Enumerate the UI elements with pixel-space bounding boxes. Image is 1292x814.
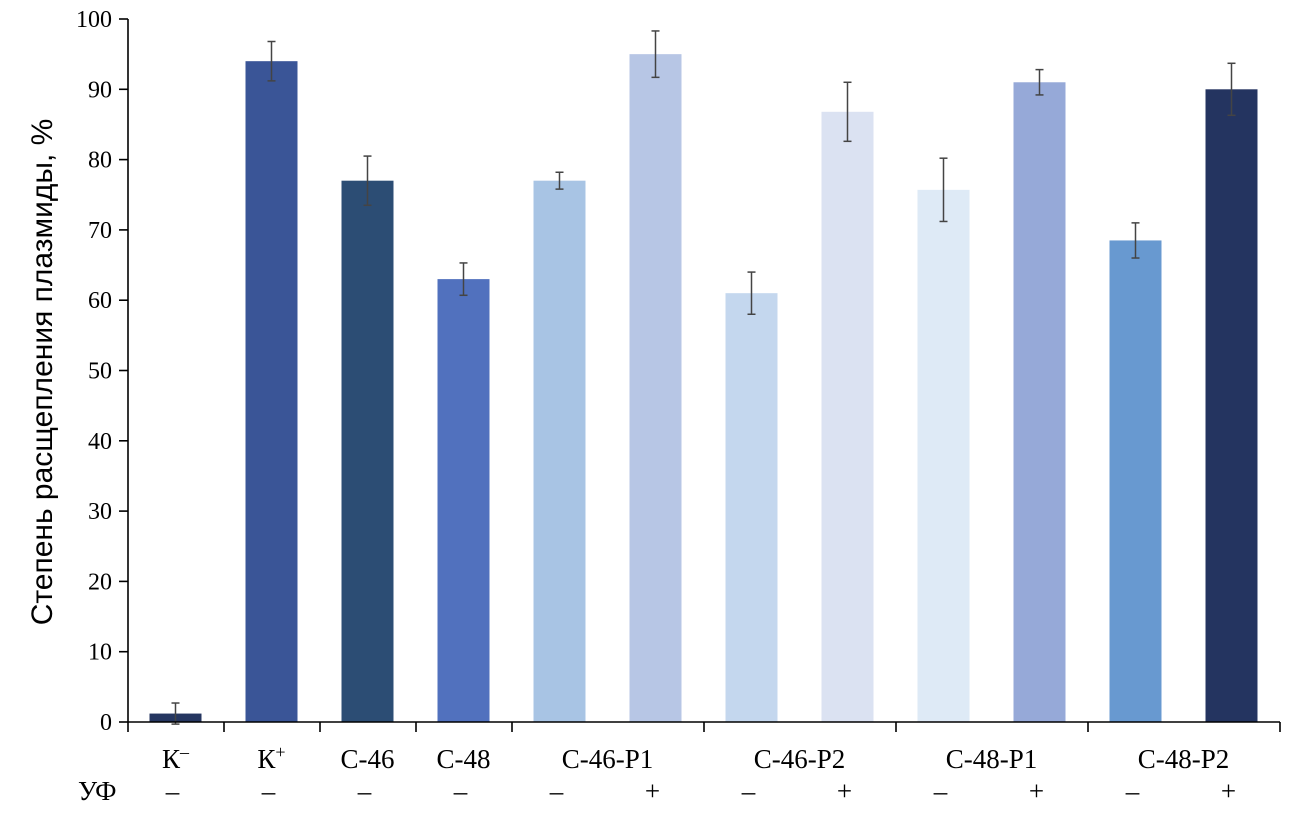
x-category-label: С-46	[341, 744, 395, 774]
uv-row: УФ – – – – – + – + – + – +	[78, 776, 1236, 806]
y-tick-label: 30	[88, 499, 112, 525]
y-tick-label: 100	[76, 7, 112, 33]
x-category-label: С-48	[437, 744, 491, 774]
error-bar	[1227, 62, 1236, 117]
y-tick-label: 10	[88, 640, 112, 666]
bars	[149, 54, 1258, 723]
uv-mark: –	[549, 776, 564, 806]
y-tick-label: 90	[88, 77, 112, 103]
bar	[1109, 240, 1162, 722]
error-bar	[267, 40, 276, 82]
x-category-label: К–	[162, 742, 190, 774]
uv-mark: –	[453, 776, 468, 806]
bar	[629, 54, 682, 722]
uv-mark: –	[741, 776, 756, 806]
error-bar	[1035, 68, 1044, 96]
bar	[245, 61, 298, 723]
y-tick-label: 20	[88, 569, 112, 595]
y-tick-label: 40	[88, 429, 112, 455]
error-bar	[651, 30, 660, 79]
bar	[533, 180, 586, 722]
error-bar	[555, 171, 564, 190]
error-bar	[939, 157, 948, 223]
y-tick-label: 80	[88, 148, 112, 174]
bar	[437, 279, 490, 722]
uv-mark: –	[165, 776, 180, 806]
x-category-label: К+	[257, 742, 285, 774]
bar	[725, 293, 778, 722]
uv-mark: –	[933, 776, 948, 806]
y-tick-label: 70	[88, 218, 112, 244]
bar	[1013, 82, 1066, 722]
y-tick-label: 60	[88, 288, 112, 314]
bar	[341, 180, 394, 722]
bar	[1205, 89, 1258, 723]
error-bar	[747, 271, 756, 316]
y-tick-label: 0	[100, 710, 112, 736]
uv-mark: –	[357, 776, 372, 806]
uv-row-label: УФ	[78, 776, 116, 806]
uv-mark: +	[837, 776, 852, 806]
error-bar	[843, 81, 852, 143]
error-bars	[171, 30, 1236, 725]
bar	[821, 111, 874, 722]
error-bar	[363, 155, 372, 207]
error-bar	[459, 262, 468, 297]
uv-mark: +	[1221, 776, 1236, 806]
x-category-label: С-46-Р1	[562, 744, 654, 774]
uv-mark: –	[261, 776, 276, 806]
uv-mark: +	[1029, 776, 1044, 806]
error-bar	[171, 702, 180, 725]
x-category-label: С-48-Р2	[1138, 744, 1230, 774]
bar	[917, 189, 970, 723]
x-axis: К– К+ С-46 С-48 С-46-Р1 С-46-Р2 С-48-Р1 С-48-Р2	[127, 721, 1281, 774]
error-bar	[1131, 222, 1140, 259]
uv-mark: –	[1125, 776, 1140, 806]
y-axis-title: Степень расщепления плазмиды, %	[26, 119, 59, 626]
uv-mark: +	[645, 776, 660, 806]
x-category-label: С-48-Р1	[946, 744, 1038, 774]
y-tick-label: 50	[88, 359, 112, 385]
x-category-label: С-46-Р2	[754, 744, 846, 774]
y-axis: 0 10 20 30 40 50 60 70 80 90 100	[76, 7, 129, 736]
